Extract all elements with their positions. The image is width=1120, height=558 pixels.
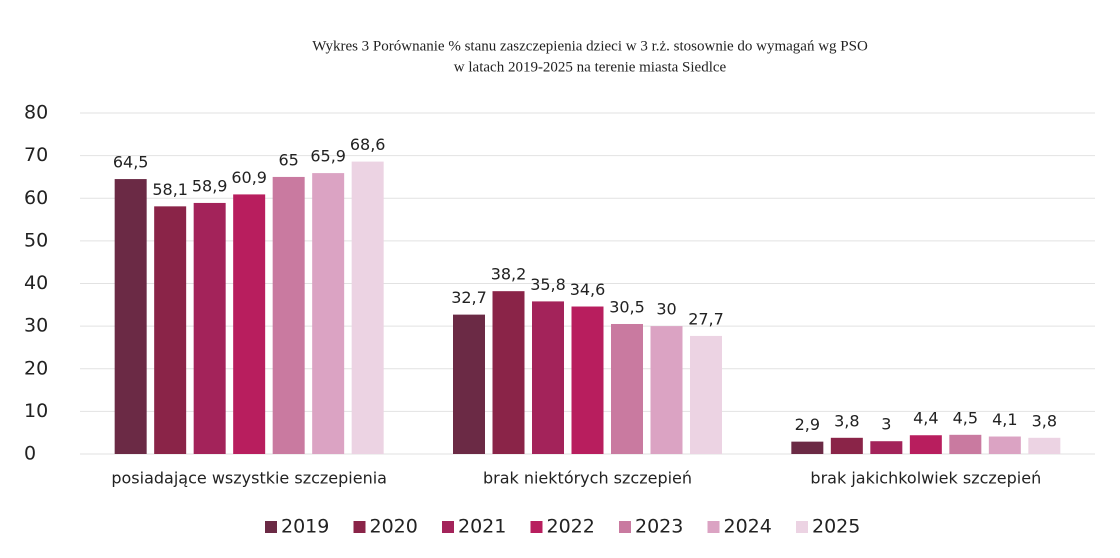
value-label: 4,4 [913,409,938,428]
y-tick-label: 60 [24,187,48,209]
legend-swatch [707,521,720,533]
bar [272,176,305,454]
value-label: 4,1 [992,410,1017,429]
legend-label: 2021 [458,516,506,538]
bar [791,441,824,454]
value-label: 3,8 [1032,411,1057,430]
chart-title: Wykres 3 Porównanie % stanu zaszczepieni… [312,38,868,54]
value-label: 27,7 [688,309,724,328]
bar [532,301,564,454]
y-tick-label: 70 [24,144,48,166]
value-label: 4,5 [953,408,978,427]
bar [1028,437,1061,454]
bar [233,194,266,454]
value-label: 58,9 [192,176,228,195]
value-label: 65,9 [310,147,346,166]
value-label: 60,9 [231,168,267,187]
y-tick-label: 80 [24,102,48,124]
bar [988,436,1021,454]
legend-swatch [530,521,543,533]
legend-swatch [442,521,454,533]
value-label: 2,9 [795,415,820,434]
legend-label: 2024 [724,516,772,538]
bar [611,323,643,454]
y-tick-label: 10 [24,400,48,422]
legend-swatch [353,521,366,533]
legend-swatch [265,521,277,533]
bar [870,441,903,454]
y-tick-label: 20 [24,357,48,379]
bar [830,437,863,454]
y-tick-label: 30 [24,315,48,337]
x-tick-label: brak jakichkolwiek szczepień [810,469,1041,488]
value-label: 30 [656,300,676,319]
value-label: 35,8 [530,275,566,294]
bar [114,179,147,454]
bar [492,291,525,454]
bar [650,326,683,454]
value-label: 68,6 [350,135,386,154]
value-label: 58,1 [152,180,188,199]
value-label: 38,2 [491,265,527,284]
y-tick-label: 50 [24,229,48,251]
value-label: 30,5 [609,297,645,316]
value-label: 65 [278,150,298,169]
x-tick-label: posiadające wszystkie szczepienia [111,469,387,488]
bar [909,435,942,454]
legend-label: 2025 [812,516,860,538]
value-label: 34,6 [570,280,606,299]
x-tick-label: brak niektórych szczepień [483,469,692,488]
legend-label: 2020 [370,516,418,538]
value-label: 64,5 [113,153,149,172]
y-tick-label: 40 [24,272,48,294]
legend-swatch [796,521,808,533]
bar [154,206,187,454]
bar [193,202,226,454]
y-tick-label: 0 [24,443,36,465]
legend-label: 2019 [281,516,329,538]
value-label: 32,7 [451,288,487,307]
chart-subtitle: w latach 2019-2025 na terenie miasta Sie… [454,59,727,75]
bar [571,306,604,454]
bar [949,434,982,454]
value-label: 3,8 [834,411,859,430]
value-label: 3 [881,415,891,434]
bar [690,335,722,454]
bar [453,314,485,454]
legend-swatch [619,521,631,533]
bar [312,173,345,454]
legend-label: 2023 [635,516,683,538]
bar [351,161,384,454]
legend-label: 2022 [547,516,595,538]
